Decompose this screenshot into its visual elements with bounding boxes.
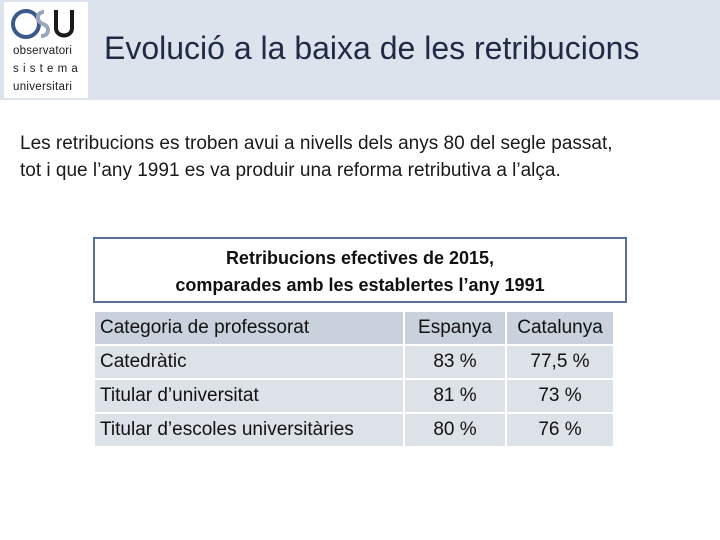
header-category: Categoria de professorat: [95, 312, 403, 344]
intro-line-1: Les retribucions es troben avui a nivell…: [20, 133, 613, 154]
header-catalonia: Catalunya: [505, 312, 613, 344]
caption-line-1: Retribucions efectives de 2015,: [225, 248, 495, 268]
logo-text-line2: sistema: [13, 63, 83, 75]
caption-line-2: comparades amb les establertes l’any 199…: [175, 275, 545, 295]
cell-spain: 80 %: [403, 414, 505, 446]
table-header-row: Categoria de professorat Espanya Catalun…: [95, 312, 613, 344]
slide-header: observatori sistema universitari Evoluci…: [0, 0, 720, 100]
cell-catalonia: 76 %: [505, 414, 613, 446]
logo: observatori sistema universitari: [4, 2, 88, 98]
cell-catalonia: 77,5 %: [505, 346, 613, 378]
table-caption: Retribucions efectives de 2015, comparad…: [93, 237, 627, 303]
cell-catalonia: 73 %: [505, 380, 613, 412]
slide-title: Evolució a la baixa de les retribucions: [104, 30, 640, 66]
cell-spain: 81 %: [403, 380, 505, 412]
table-row: Titular d’universitat 81 % 73 %: [95, 380, 613, 412]
intro-paragraph: Les retribucions es troben avui a nivell…: [20, 130, 700, 184]
logo-text-line1: observatori: [13, 45, 73, 57]
table-row: Catedràtic 83 % 77,5 %: [95, 346, 613, 378]
cell-spain: 83 %: [403, 346, 505, 378]
osu-logo-icon: [11, 9, 74, 39]
logo-text-line3: universitari: [13, 81, 73, 93]
table-row: Titular d’escoles universitàries 80 % 76…: [95, 414, 613, 446]
cell-category: Titular d’escoles universitàries: [95, 414, 403, 446]
retributions-table: Categoria de professorat Espanya Catalun…: [95, 310, 613, 448]
cell-category: Titular d’universitat: [95, 380, 403, 412]
cell-category: Catedràtic: [95, 346, 403, 378]
intro-line-2: tot i que l’any 1991 es va produir una r…: [20, 160, 561, 181]
header-spain: Espanya: [403, 312, 505, 344]
